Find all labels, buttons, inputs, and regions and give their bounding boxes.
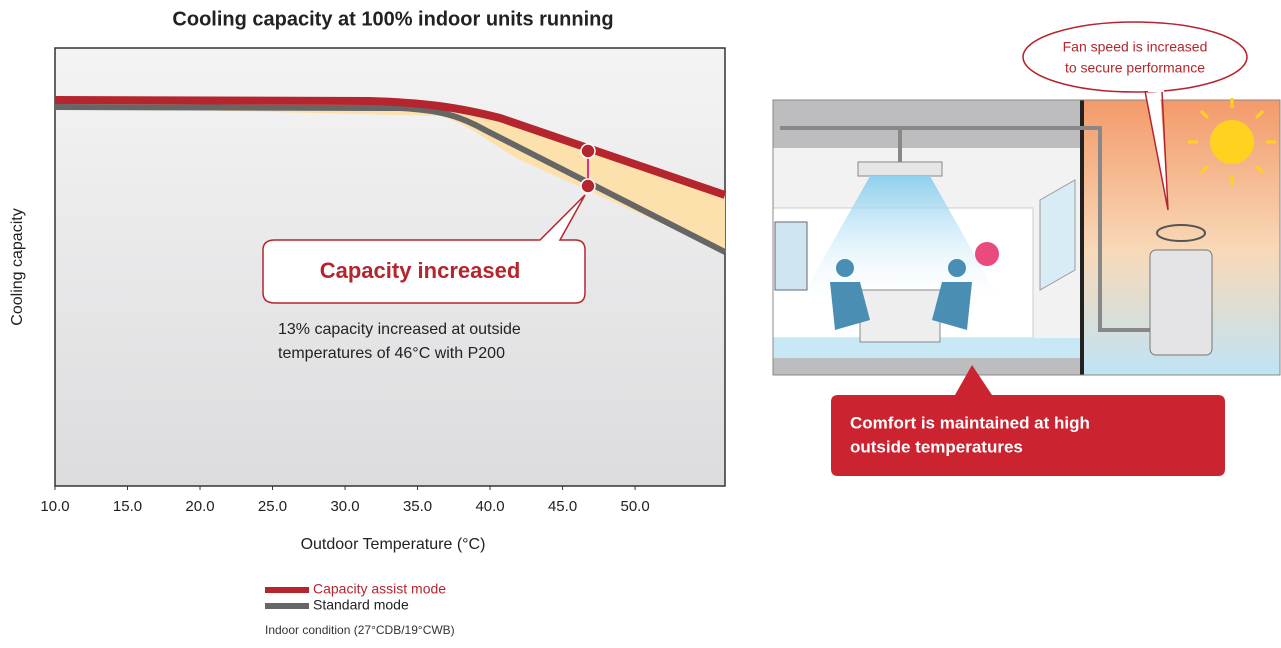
y-axis-label: Cooling capacity [9,208,26,325]
person [830,282,870,330]
assist-marker [580,143,596,159]
chart-title: Cooling capacity at 100% indoor units ru… [172,8,613,30]
legend-swatch [265,603,309,609]
bubble-text: to secure performance [1065,60,1205,76]
x-tick-label: 10.0 [40,498,69,515]
window [1039,179,1076,291]
floor [773,338,1082,358]
ceiling [773,100,1082,148]
person [932,282,972,330]
x-axis-label: Outdoor Temperature (°C) [301,536,486,553]
bubble-text: Fan speed is increased [1063,39,1208,55]
legend-label: Capacity assist mode [313,581,446,597]
note: Indoor condition (27°CDB/19°CWB) [265,623,455,637]
callout-text: 13% capacity increased at outside [278,321,521,338]
shelf [774,221,808,291]
desk [859,289,941,343]
x-tick-label: 35.0 [403,498,432,515]
assist-curve [54,96,727,199]
slab [773,358,1082,375]
legend-swatch [265,587,309,593]
x-tick-label: 45.0 [548,498,577,515]
indoor-unit [857,161,943,177]
music-icon [975,242,999,266]
standard-curve [54,104,727,255]
x-tick-label: 30.0 [330,498,359,515]
sun-rays [1188,98,1276,186]
person [948,259,966,277]
comfort-box [831,365,1225,476]
comfort-text: Comfort is maintained at high [850,413,1090,432]
x-tick-label: 50.0 [620,498,649,515]
speech-bubble [1022,21,1248,93]
illustration: Fan speed is increased to secure perform… [772,21,1281,476]
pipe [780,126,1160,332]
comfort-text: outside temperatures [850,437,1023,456]
x-tick-label: 20.0 [185,498,214,515]
standard-marker [580,178,596,194]
sun [1210,120,1254,164]
callout-box [262,194,586,304]
outdoor-unit [1149,249,1213,356]
x-tick-label: 40.0 [475,498,504,515]
bubble-join [1148,86,1164,92]
callout-title: Capacity increased [320,258,521,283]
bubble-tail [1144,90,1169,211]
fan [1156,224,1206,242]
x-ticks: 10.0 15.0 20.0 25.0 30.0 35.0 40.0 45.0 50.0 [40,486,650,515]
x-tick-label: 25.0 [258,498,287,515]
person [836,259,854,277]
callout-text: temperatures of 46°C with P200 [278,345,505,362]
legend-label: Standard mode [313,597,409,613]
frame [772,99,1281,376]
x-tick-label: 15.0 [113,498,142,515]
